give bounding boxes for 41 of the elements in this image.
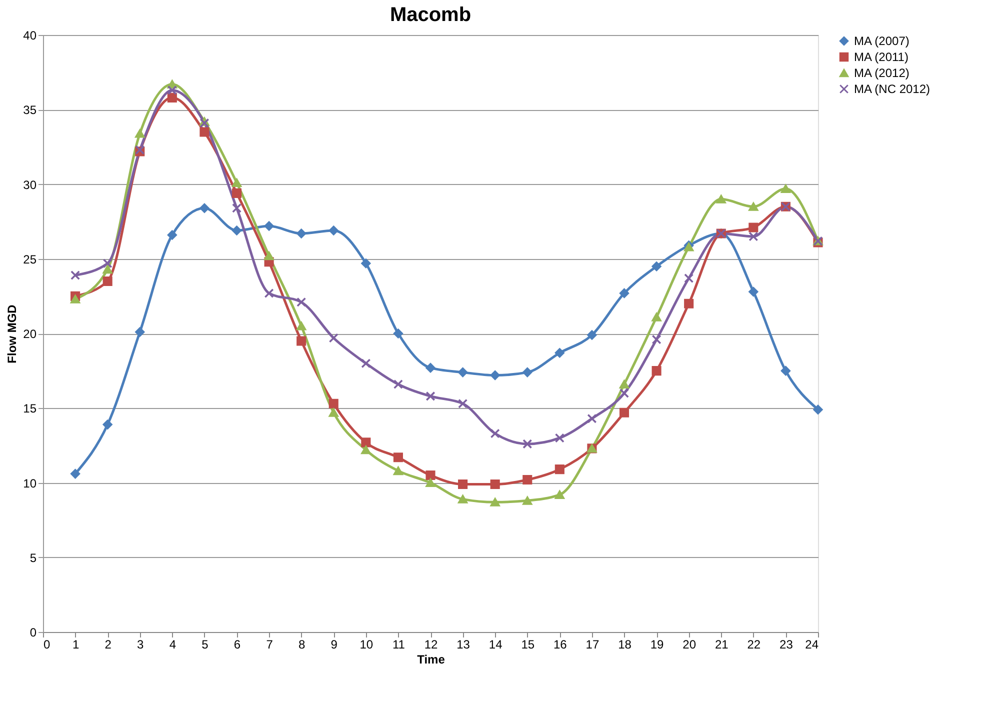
x-tick-label: 19 <box>650 638 664 652</box>
x-tick-label: 10 <box>360 638 374 652</box>
x-tick-label: 13 <box>456 638 470 652</box>
chart-title: Macomb <box>390 4 472 26</box>
x-tick-label: 2 <box>104 638 112 652</box>
y-tick-label: 20 <box>23 327 37 341</box>
x-tick-label: 4 <box>169 638 176 652</box>
x-axis-title: Time <box>417 652 446 666</box>
y-tick-label: 30 <box>23 178 37 192</box>
x-tick-label: 3 <box>137 638 144 652</box>
y-tick-label: 40 <box>23 28 37 42</box>
x-tick-label: 18 <box>618 638 632 652</box>
x-tick-label: 20 <box>682 638 696 652</box>
x-tick-label: 24 <box>805 638 819 652</box>
legend-label: MA (2012) <box>854 66 910 80</box>
x-tick-label: 16 <box>553 638 568 652</box>
legend-label: MA (NC 2012) <box>854 82 930 96</box>
x-tick-label: 7 <box>266 638 274 652</box>
legend-label: MA (2011) <box>854 50 908 64</box>
x-tick-label: 6 <box>234 638 241 652</box>
x-tick-label: 11 <box>392 638 406 652</box>
x-tick-label: 12 <box>424 638 438 652</box>
x-tick-label: 0 <box>44 638 50 652</box>
y-tick-label: 10 <box>23 476 37 490</box>
x-tick-label: 17 <box>586 638 600 652</box>
x-tick-label: 14 <box>488 638 503 652</box>
y-tick-label: 5 <box>30 550 37 565</box>
x-tick-label: 23 <box>780 638 794 652</box>
x-tick-label: 21 <box>714 638 729 652</box>
x-tick-label: 8 <box>298 638 306 652</box>
y-tick-label: 15 <box>23 402 37 416</box>
y-tick-label: 0 <box>30 626 37 640</box>
x-tick-label: 22 <box>747 638 761 652</box>
y-tick-label: 25 <box>23 252 37 266</box>
x-tick-label: 1 <box>72 638 80 652</box>
x-tick-label: 5 <box>202 638 209 652</box>
x-tick-label: 9 <box>330 638 338 652</box>
y-tick-label: 35 <box>23 103 37 118</box>
y-axis-title: Flow MGD <box>5 304 20 364</box>
x-tick-label: 15 <box>521 638 535 652</box>
legend-label: MA (2007) <box>854 34 910 48</box>
